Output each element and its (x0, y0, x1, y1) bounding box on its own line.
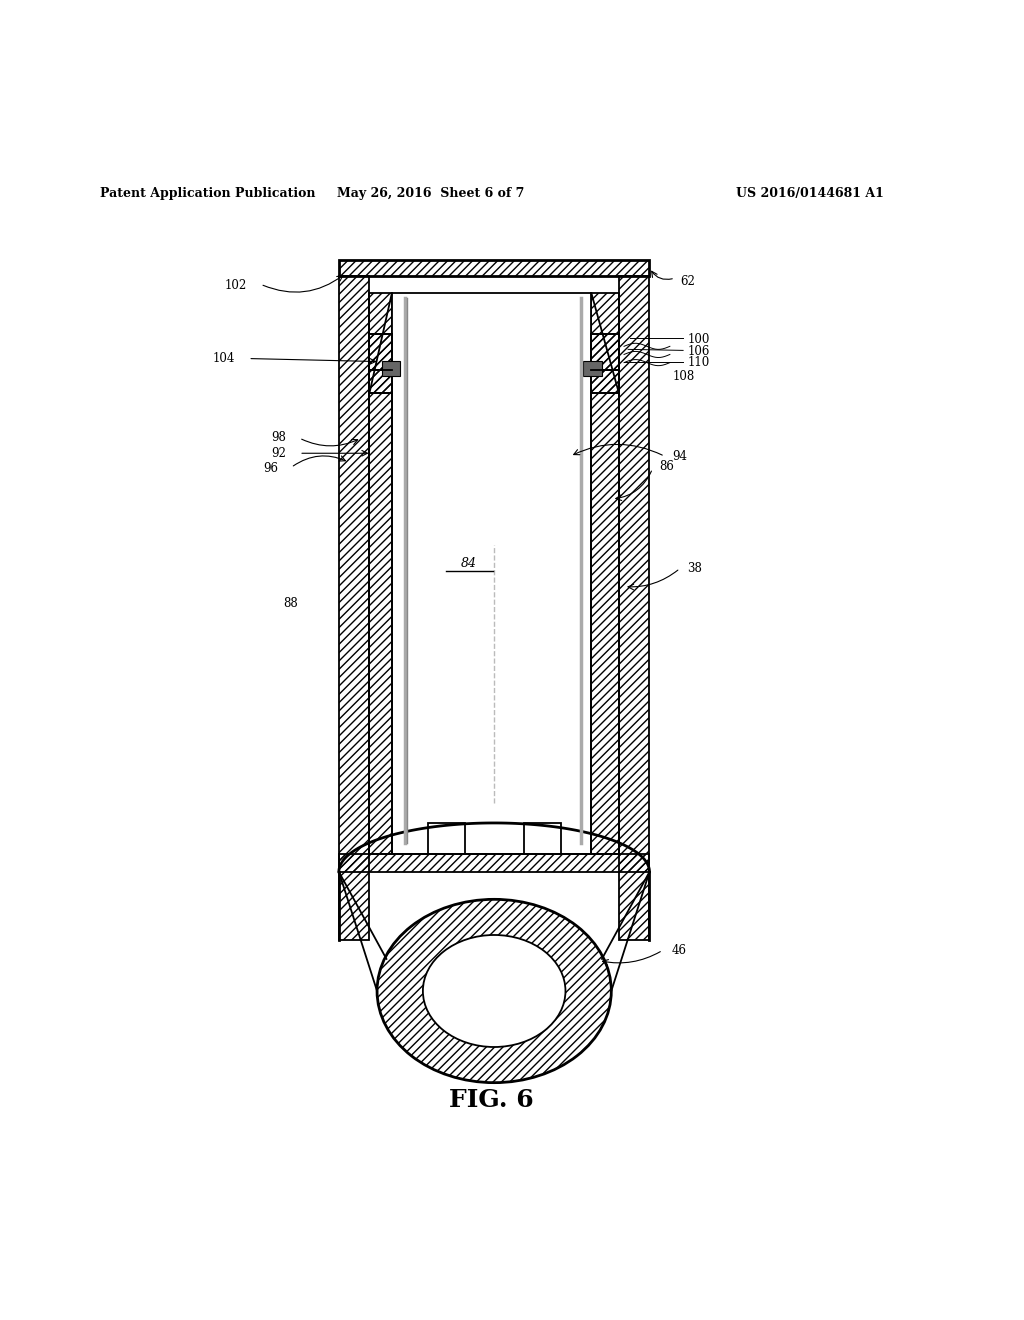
Text: 46: 46 (672, 944, 687, 957)
Text: 108: 108 (673, 371, 695, 383)
Polygon shape (428, 822, 465, 854)
Bar (382, 360, 400, 376)
Text: 96: 96 (263, 462, 278, 475)
Text: US 2016/0144681 A1: US 2016/0144681 A1 (736, 187, 884, 201)
Text: 94: 94 (672, 450, 687, 463)
Text: 62: 62 (680, 275, 695, 288)
Text: 98: 98 (271, 432, 286, 445)
Text: 102: 102 (225, 279, 247, 292)
Text: 88: 88 (284, 598, 298, 610)
Polygon shape (392, 293, 592, 854)
Text: 106: 106 (687, 345, 710, 358)
Text: 100: 100 (687, 333, 710, 346)
Polygon shape (524, 822, 561, 854)
Bar (584, 360, 602, 376)
Text: Patent Application Publication: Patent Application Publication (99, 187, 315, 201)
Ellipse shape (423, 935, 565, 1047)
Text: 84: 84 (461, 557, 477, 570)
Text: FIG. 6: FIG. 6 (450, 1088, 534, 1111)
Text: 38: 38 (687, 562, 702, 574)
Text: 92: 92 (271, 446, 286, 459)
Text: 104: 104 (213, 352, 234, 366)
Text: May 26, 2016  Sheet 6 of 7: May 26, 2016 Sheet 6 of 7 (337, 187, 524, 201)
Text: 86: 86 (659, 459, 675, 473)
Text: 110: 110 (687, 356, 710, 370)
